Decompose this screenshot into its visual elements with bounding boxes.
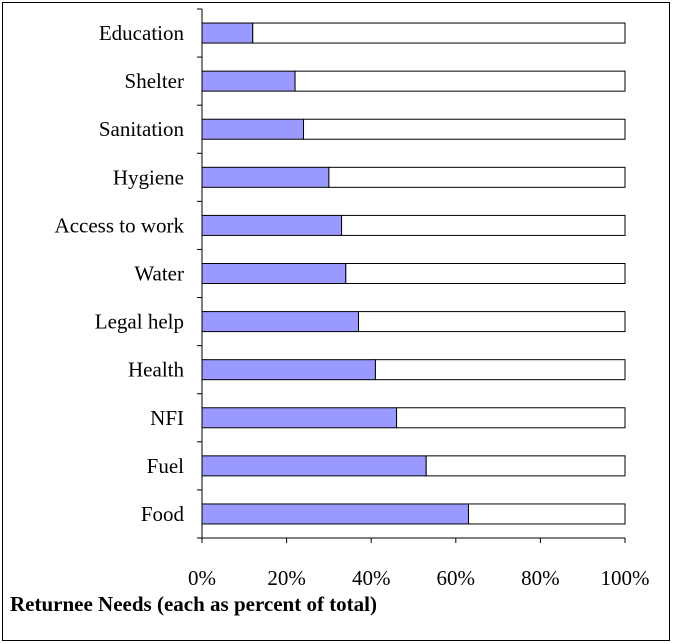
- bar-access-to-work-segment-2: [341, 214, 626, 236]
- category-label-food: Food: [141, 502, 185, 526]
- bar-sanitation-segment-1: [201, 118, 305, 140]
- x-tick-label-3: 60%: [437, 566, 476, 590]
- x-tick-label-4: 80%: [521, 566, 560, 590]
- bar-legal-help-segment-2: [358, 311, 626, 333]
- bar-hygiene-segment-1: [201, 166, 330, 188]
- bar-food-segment-1: [201, 503, 469, 525]
- bar-access-to-work-segment-1: [201, 214, 343, 236]
- bar-water-segment-1: [201, 263, 347, 284]
- bar-shelter-segment-2: [294, 70, 626, 92]
- x-tick-label-0: 0%: [188, 566, 216, 590]
- bars-layer: [201, 22, 626, 525]
- category-label-fuel: Fuel: [147, 454, 185, 478]
- category-label-access-to-work: Access to work: [55, 213, 185, 237]
- bar-fuel-segment-1: [201, 455, 427, 477]
- category-label-shelter: Shelter: [125, 69, 184, 93]
- chart-title: Returnee Needs (each as percent of total…: [10, 592, 378, 616]
- category-label-nfi: NFI: [150, 406, 184, 430]
- bar-hygiene-segment-2: [328, 166, 626, 188]
- bar-health-segment-2: [374, 359, 626, 381]
- bar-fuel-segment-2: [425, 455, 626, 477]
- x-tick-label-5: 100%: [601, 566, 650, 590]
- category-label-health: Health: [128, 358, 184, 382]
- category-label-hygiene: Hygiene: [113, 165, 184, 189]
- category-label-sanitation: Sanitation: [99, 117, 185, 141]
- x-tick-label-1: 20%: [267, 566, 306, 590]
- bar-education-segment-2: [252, 22, 626, 44]
- axis-layer: [197, 8, 626, 543]
- bar-shelter-segment-1: [201, 70, 296, 92]
- category-label-education: Education: [99, 21, 185, 45]
- bar-nfi-segment-1: [201, 407, 398, 429]
- bar-legal-help-segment-1: [201, 311, 360, 333]
- bar-health-segment-1: [201, 359, 376, 381]
- bar-sanitation-segment-2: [303, 118, 626, 140]
- bar-education-segment-1: [201, 22, 254, 44]
- bar-nfi-segment-2: [396, 407, 626, 429]
- category-label-legal-help: Legal help: [95, 310, 184, 334]
- x-tick-label-2: 40%: [352, 566, 391, 590]
- bar-water-segment-2: [345, 263, 626, 284]
- labels-layer: Education Shelter Sanitation Hygiene Access …: [55, 21, 650, 590]
- bar-food-segment-2: [467, 503, 626, 525]
- category-label-water: Water: [134, 262, 184, 286]
